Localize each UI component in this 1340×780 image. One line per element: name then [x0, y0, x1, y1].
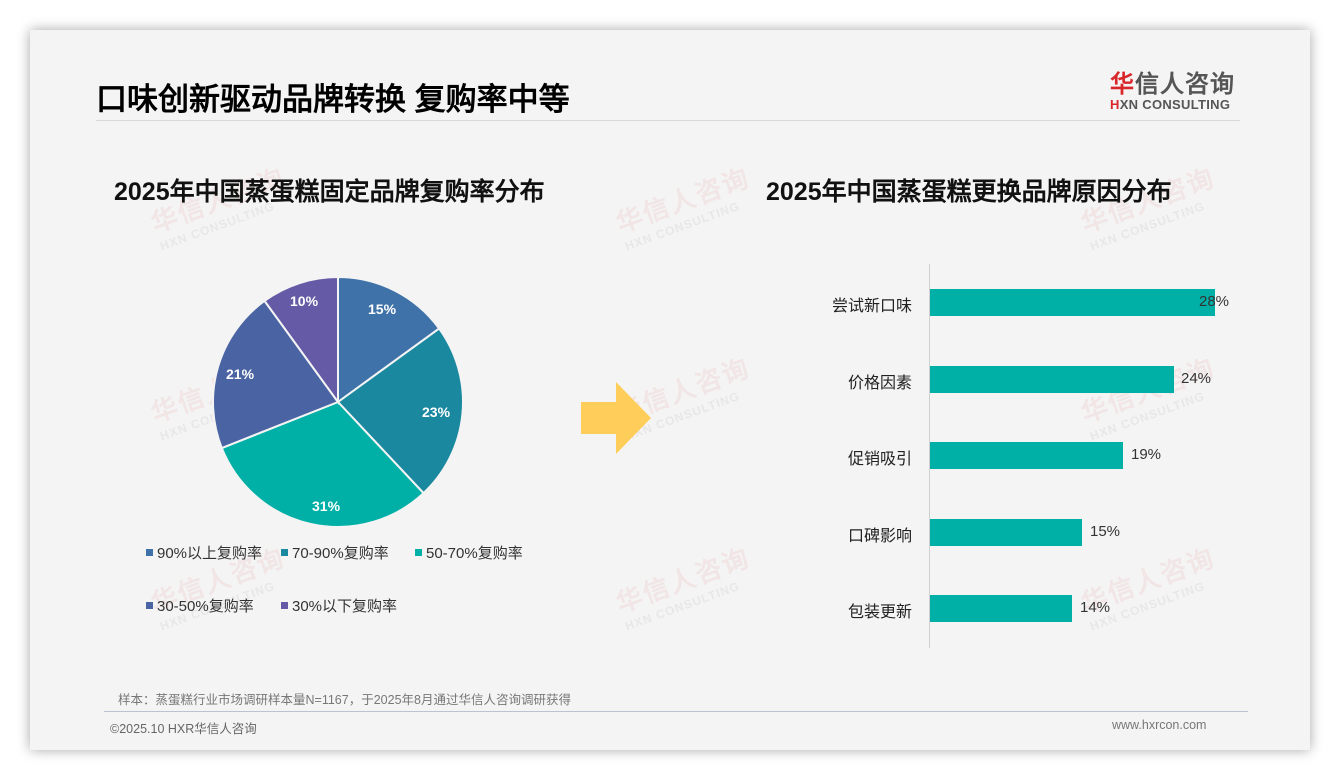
- legend-swatch: [146, 601, 153, 609]
- pie-slice-90plus: [337, 275, 441, 404]
- bar-row: 价格因素 24%: [730, 366, 1290, 394]
- company-logo: 华信人咨询 HXN CONSULTING: [1110, 64, 1242, 112]
- website-link[interactable]: www.hxrcon.com: [1112, 718, 1207, 732]
- bar-category-label: 促销吸引: [847, 451, 912, 468]
- bar-value-label: 28%: [1199, 293, 1230, 310]
- legend-item: 90%以上复购率: [146, 542, 262, 563]
- legend-item: 30-50%复购率: [146, 595, 254, 616]
- logo-cn: 华信人咨询: [1110, 71, 1235, 98]
- footer-divider: [104, 711, 1248, 712]
- legend-swatch: [281, 601, 288, 609]
- bar: [930, 442, 1123, 469]
- arrow-right-icon: [581, 382, 651, 459]
- bar-category-label: 包装更新: [847, 604, 912, 621]
- bar-value-label: 14%: [1080, 599, 1111, 616]
- bar: [930, 289, 1215, 316]
- bar-row: 包装更新 14%: [730, 595, 1290, 623]
- pie-slice-70-90: [336, 327, 464, 495]
- legend-swatch: [415, 548, 422, 556]
- bar-chart-title: 2025年中国蒸蛋糕更换品牌原因分布: [766, 178, 1172, 206]
- sample-note: 样本：蒸蛋糕行业市场调研样本量N=1167，于2025年8月通过华信人咨询调研获…: [118, 693, 571, 707]
- pie-slice-below30: [263, 275, 339, 406]
- bar-category-label: 尝试新口味: [831, 298, 912, 315]
- bar-value-label: 19%: [1131, 446, 1162, 463]
- pie-label-50-70: 31%: [312, 498, 341, 514]
- bar-row: 尝试新口味 28%: [730, 289, 1290, 317]
- page-title: 口味创新驱动品牌转换 复购率中等: [96, 82, 570, 117]
- legend-item: 30%以下复购率: [281, 595, 397, 616]
- pie-slice-50-70: [220, 400, 425, 528]
- pie-label-90plus: 15%: [368, 301, 397, 317]
- legend-swatch: [281, 548, 288, 556]
- legend-swatch: [146, 548, 153, 556]
- pie-chart: 15% 23% 31% 21% 10%: [212, 275, 464, 528]
- pie-label-30-50: 21%: [226, 366, 255, 382]
- bar-row: 口碑影响 15%: [730, 519, 1290, 547]
- legend-item: 50-70%复购率: [415, 542, 523, 563]
- bar-value-label: 24%: [1181, 370, 1212, 387]
- bar-category-label: 口碑影响: [847, 528, 912, 545]
- pie-chart-title: 2025年中国蒸蛋糕固定品牌复购率分布: [114, 178, 545, 206]
- bar-value-label: 15%: [1090, 523, 1121, 540]
- pie-label-below30: 10%: [290, 293, 319, 309]
- pie-label-70-90: 23%: [422, 404, 451, 420]
- logo-en: HXN CONSULTING: [1110, 97, 1231, 112]
- pie-svg: [212, 275, 464, 528]
- bar-row: 促销吸引 19%: [730, 442, 1290, 470]
- bar-chart-axis: [929, 264, 930, 648]
- bar-category-label: 价格因素: [847, 375, 912, 392]
- pie-slice-30-50: [212, 299, 340, 450]
- bar: [930, 519, 1082, 546]
- bar: [930, 595, 1072, 622]
- bar: [930, 366, 1174, 393]
- slide: 华信人咨询 HXN CONSULTING 华信人咨询 HXN CONSULTING …: [30, 30, 1310, 750]
- title-divider: [96, 120, 1240, 121]
- copyright: ©2025.10 HXR华信人咨询: [110, 722, 257, 736]
- legend-item: 70-90%复购率: [281, 542, 389, 563]
